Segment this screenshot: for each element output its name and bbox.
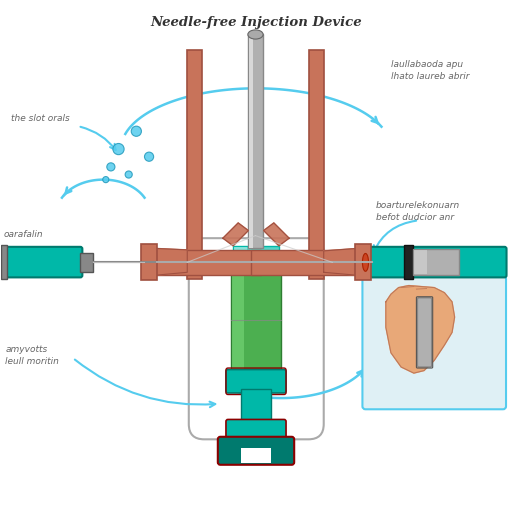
FancyBboxPatch shape <box>226 419 286 444</box>
Ellipse shape <box>362 253 369 271</box>
Ellipse shape <box>248 30 263 39</box>
FancyBboxPatch shape <box>248 34 263 248</box>
FancyBboxPatch shape <box>189 238 324 439</box>
FancyBboxPatch shape <box>241 448 271 463</box>
Polygon shape <box>223 223 248 246</box>
FancyBboxPatch shape <box>241 272 271 297</box>
FancyBboxPatch shape <box>80 253 93 272</box>
FancyBboxPatch shape <box>251 250 358 275</box>
FancyBboxPatch shape <box>413 249 459 275</box>
Ellipse shape <box>144 152 154 161</box>
Polygon shape <box>324 248 358 275</box>
FancyBboxPatch shape <box>233 246 279 274</box>
Text: Needle-free Injection Device: Needle-free Injection Device <box>150 16 362 29</box>
Ellipse shape <box>107 163 115 171</box>
FancyBboxPatch shape <box>187 50 202 279</box>
FancyBboxPatch shape <box>230 266 282 373</box>
Text: the slot orals: the slot orals <box>11 114 69 123</box>
Ellipse shape <box>131 126 141 136</box>
Ellipse shape <box>125 171 132 178</box>
FancyBboxPatch shape <box>218 437 294 465</box>
Text: boarturelekonuarn
befot dudcior anr: boarturelekonuarn befot dudcior anr <box>376 201 460 222</box>
Polygon shape <box>154 248 187 275</box>
FancyBboxPatch shape <box>226 370 286 393</box>
FancyBboxPatch shape <box>2 247 82 278</box>
FancyBboxPatch shape <box>414 250 426 274</box>
FancyBboxPatch shape <box>309 50 324 279</box>
FancyBboxPatch shape <box>231 267 244 372</box>
Polygon shape <box>357 251 372 273</box>
FancyBboxPatch shape <box>370 247 506 278</box>
FancyBboxPatch shape <box>403 245 413 279</box>
Ellipse shape <box>113 143 124 155</box>
FancyBboxPatch shape <box>362 276 506 409</box>
FancyBboxPatch shape <box>154 250 261 275</box>
Polygon shape <box>264 223 289 246</box>
FancyBboxPatch shape <box>2 245 8 279</box>
Ellipse shape <box>103 177 109 183</box>
Polygon shape <box>386 286 455 373</box>
Text: oarafalin: oarafalin <box>4 230 44 239</box>
FancyBboxPatch shape <box>249 34 253 248</box>
FancyBboxPatch shape <box>234 247 247 273</box>
FancyBboxPatch shape <box>355 244 371 281</box>
FancyBboxPatch shape <box>141 244 157 281</box>
FancyBboxPatch shape <box>417 298 432 367</box>
Text: laullabaoda apu
lhato laureb abrir: laullabaoda apu lhato laureb abrir <box>391 60 470 80</box>
FancyBboxPatch shape <box>241 390 271 424</box>
Text: amyvotts
leull moritin: amyvotts leull moritin <box>6 345 59 366</box>
